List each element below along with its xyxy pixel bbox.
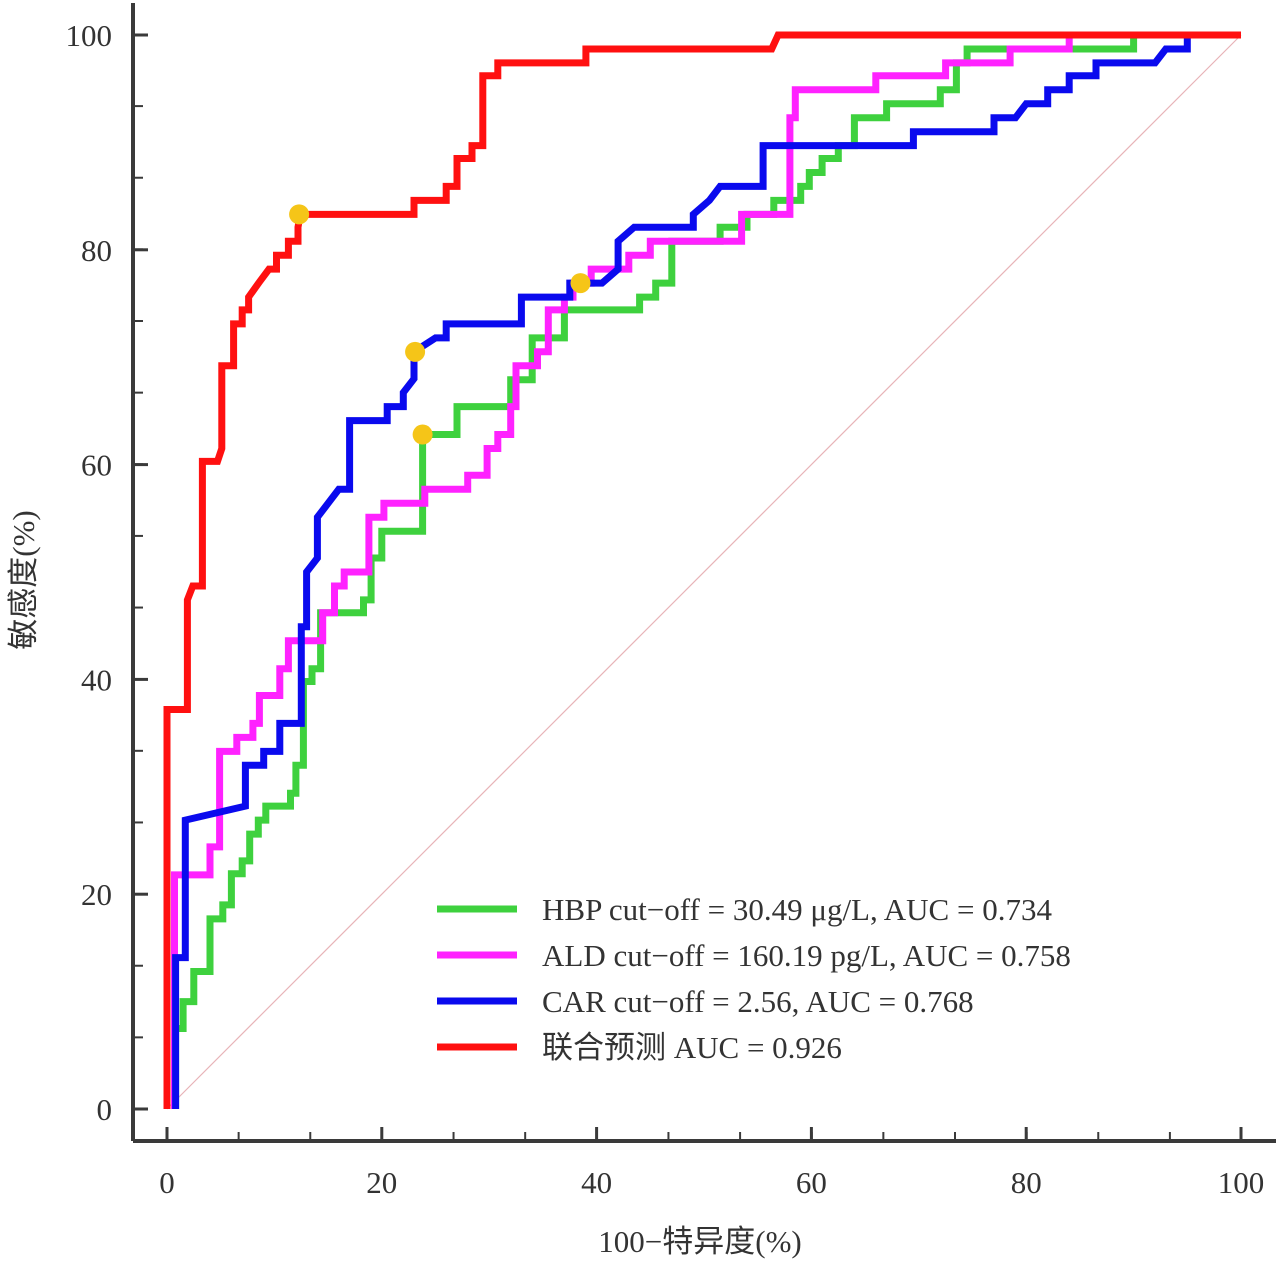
x-tick-label: 80 — [1011, 1165, 1042, 1200]
cutoff-marker-combined — [289, 204, 310, 225]
x-ticks: 0 20 40 60 80 100 — [159, 1127, 1264, 1200]
y-tick-label: 40 — [81, 662, 112, 697]
cutoff-marker-ald — [570, 273, 591, 294]
roc-curve-ald — [171, 31, 1241, 1109]
legend-label-ald: ALD cut−off = 160.19 pg/L, AUC = 0.758 — [542, 938, 1071, 973]
y-tick-label: 100 — [66, 18, 113, 53]
x-tick-label: 20 — [366, 1165, 397, 1200]
series-layer — [163, 31, 1241, 1109]
roc-curve-combined — [163, 31, 1241, 1109]
legend-label-car: CAR cut−off = 2.56, AUC = 0.768 — [542, 984, 974, 1019]
y-tick-label: 0 — [97, 1092, 113, 1127]
legend-label-hbp: HBP cut−off = 30.49 μg/L, AUC = 0.734 — [542, 892, 1052, 927]
y-tick-label: 60 — [81, 448, 112, 483]
y-tick-label: 80 — [81, 233, 112, 268]
cutoff-marker-hbp — [412, 424, 433, 445]
x-tick-label: 100 — [1218, 1165, 1265, 1200]
y-tick-label: 20 — [81, 877, 112, 912]
roc-curve-car — [172, 31, 1241, 1109]
y-axis-title: 敏感度(%) — [6, 510, 41, 649]
legend-label-combined: 联合预测 AUC = 0.926 — [542, 1030, 842, 1065]
legend: HBP cut−off = 30.49 μg/L, AUC = 0.734 ALD… — [437, 892, 1071, 1065]
x-axis-title: 100−特异度(%) — [598, 1224, 801, 1259]
cutoff-marker-car — [405, 341, 426, 362]
x-tick-label: 0 — [159, 1165, 175, 1200]
cutoff-markers — [289, 204, 591, 445]
y-ticks: 0 20 40 60 80 100 — [66, 18, 148, 1127]
x-tick-label: 60 — [796, 1165, 827, 1200]
axes: 0 20 40 60 80 100 0 20 40 60 80 100 — [66, 3, 1276, 1200]
x-tick-label: 40 — [581, 1165, 612, 1200]
reference-diagonal-line — [166, 34, 1242, 1110]
